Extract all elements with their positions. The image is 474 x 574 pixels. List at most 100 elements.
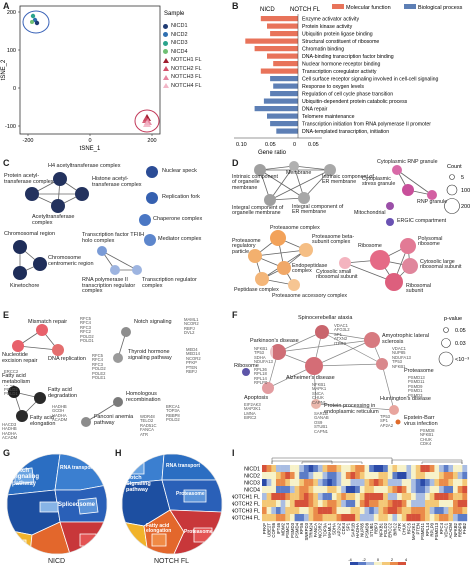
- heatmap-cell: [406, 500, 412, 508]
- node-nucleotide-excision-repair: [12, 340, 24, 352]
- go-term-label: Telomere maintenance: [302, 114, 355, 120]
- scale-tick: -4: [348, 557, 352, 562]
- heatmap-cell: [285, 514, 291, 522]
- heatmap-col-label: UBE2T: [266, 523, 271, 537]
- heatmap-cell: [271, 472, 277, 480]
- heatmap-cell: [429, 479, 435, 487]
- heatmap-cell: [373, 465, 379, 473]
- heatmap-cell: [457, 493, 463, 501]
- heatmap-cell: [443, 465, 449, 473]
- heatmap-cell: [369, 514, 375, 522]
- d-label-8: Mitochondrial: [354, 210, 386, 216]
- heatmap-cell: [308, 486, 314, 494]
- legend-item-notch3-fl: NOTCH3 FL: [163, 73, 202, 82]
- heatmap-cell: [453, 514, 458, 522]
- heatmap-cell: [439, 514, 444, 522]
- triangle-icon: [163, 74, 169, 80]
- f-genes-9: PSMD8 NFKB1 CHUK CDK4: [420, 428, 435, 447]
- f-title-7: Protein processing in endoplasmic reticu…: [324, 403, 379, 415]
- heatmap-cell: [378, 465, 384, 473]
- heatmap-cell: [299, 500, 305, 508]
- heatmap-cell: [401, 465, 407, 473]
- panel-f-disease-network: p-value 0.05 0.03 <10⁻³ Spinocerebellar …: [232, 312, 474, 448]
- heatmap-cell: [327, 472, 333, 480]
- heatmap-cell: [429, 493, 435, 501]
- heatmap-cell: [322, 514, 328, 522]
- heatmap-cell: [313, 479, 319, 487]
- legend-item-nicd1: NICD1: [163, 22, 202, 31]
- heatmap-cell: [364, 507, 370, 515]
- heatmap-cell: [397, 486, 402, 494]
- scale-swatch: [366, 562, 374, 565]
- c-label-transcription-reg: Transcription regulator complex: [142, 277, 197, 289]
- heatmap-cell: [392, 472, 398, 480]
- heatmap-cell: [299, 479, 305, 487]
- go-term-label: Enzyme activator activity: [302, 17, 359, 23]
- heatmap-cell: [336, 507, 342, 515]
- legend-item-notch2-fl: NOTCH2 FL: [163, 65, 202, 74]
- legend-label-bp: Biological process: [418, 5, 463, 11]
- heatmap-cell: [327, 500, 333, 508]
- heatmap-cell: [303, 514, 309, 522]
- heatmap-cell: [387, 479, 393, 487]
- heatmap-cell: [262, 493, 267, 501]
- heatmap-cell: [262, 507, 267, 515]
- heatmap-col-label: ATR: [397, 523, 402, 531]
- legend-label: NOTCH3 FL: [171, 74, 202, 81]
- heatmap-cell: [448, 507, 454, 515]
- g-label-notch: Notch Signaling pathway: [12, 468, 39, 487]
- heatmap-cell: [308, 500, 314, 508]
- b-xlabel: Gene ratio: [258, 150, 287, 156]
- e-title-6: Fatty acid degradation: [48, 387, 78, 399]
- node-huntingtons: [389, 405, 399, 415]
- f-title-3: Ribosome: [234, 363, 259, 369]
- heatmap-cell: [378, 500, 384, 508]
- heatmap-cell: [439, 493, 444, 501]
- f-title-6: Apoptosis: [244, 395, 269, 401]
- heatmap-cell: [280, 493, 286, 501]
- heatmap-cell: [294, 514, 300, 522]
- node-fatty-acid-degradation: [34, 392, 46, 404]
- heatmap-cell: [266, 486, 272, 494]
- d-label-6: Cytoplasmic stress granule: [362, 176, 396, 188]
- heatmap-cell: [322, 472, 328, 480]
- e-genes-4: MED4 MED14 NCOR2 PFKP PTEN RBPJ: [186, 347, 201, 375]
- f-genes-1: NFKB1 TP53 SDHA NDUFA13: [254, 346, 273, 365]
- heatmap-cell: [280, 486, 286, 494]
- node-mismatch-repair: [36, 324, 48, 336]
- plot-frame: [19, 5, 161, 135]
- heatmap-cell: [457, 486, 463, 494]
- e-genes-6: HADHB GCDH HADHA ACADM: [52, 404, 68, 423]
- heatmap-cell: [397, 465, 402, 473]
- scale-tick: 4: [405, 557, 408, 562]
- go-bar: [260, 16, 298, 22]
- heatmap-cell: [345, 479, 351, 487]
- heatmap-cell: [434, 486, 440, 494]
- heatmap-cell: [443, 500, 449, 508]
- node-mitochondrial: [386, 202, 394, 210]
- heatmap-cell: [313, 500, 319, 508]
- heatmap-cell: [448, 472, 454, 480]
- c-label-rna-pol-ii: RNA polymerase II transcription regulato…: [82, 277, 136, 294]
- heatmap-cell: [453, 507, 458, 515]
- c-label-nuclear-speck: Nuclear speck: [162, 168, 197, 174]
- panel-e-pathways: Mismatch repair RFC5 RFC4 RFC3 RFC2 POLD…: [0, 312, 230, 448]
- point-nicd4: [30, 20, 34, 24]
- heatmap-cell: [355, 514, 361, 522]
- node-spinocerebellar-ataxia: [315, 325, 329, 339]
- heatmap-cell: [457, 465, 463, 473]
- panel-b-go-bars: NICD NOTCH FL Molecular function Biologi…: [232, 0, 474, 158]
- heatmap-cell: [406, 493, 412, 501]
- b-xtick-3: 0.05: [308, 142, 319, 148]
- heatmap-cell: [457, 514, 463, 522]
- go-bar: [254, 106, 298, 112]
- go-bar: [273, 61, 298, 67]
- heatmap-cell: [434, 500, 440, 508]
- heatmap-cell: [425, 472, 430, 480]
- heatmap-cell: [308, 514, 314, 522]
- heatmap-cell: [397, 472, 402, 480]
- heatmap-cell: [355, 486, 361, 494]
- heatmap-cell: [434, 507, 440, 515]
- heatmap-cell: [397, 507, 402, 515]
- panel-label-f: F: [232, 310, 238, 320]
